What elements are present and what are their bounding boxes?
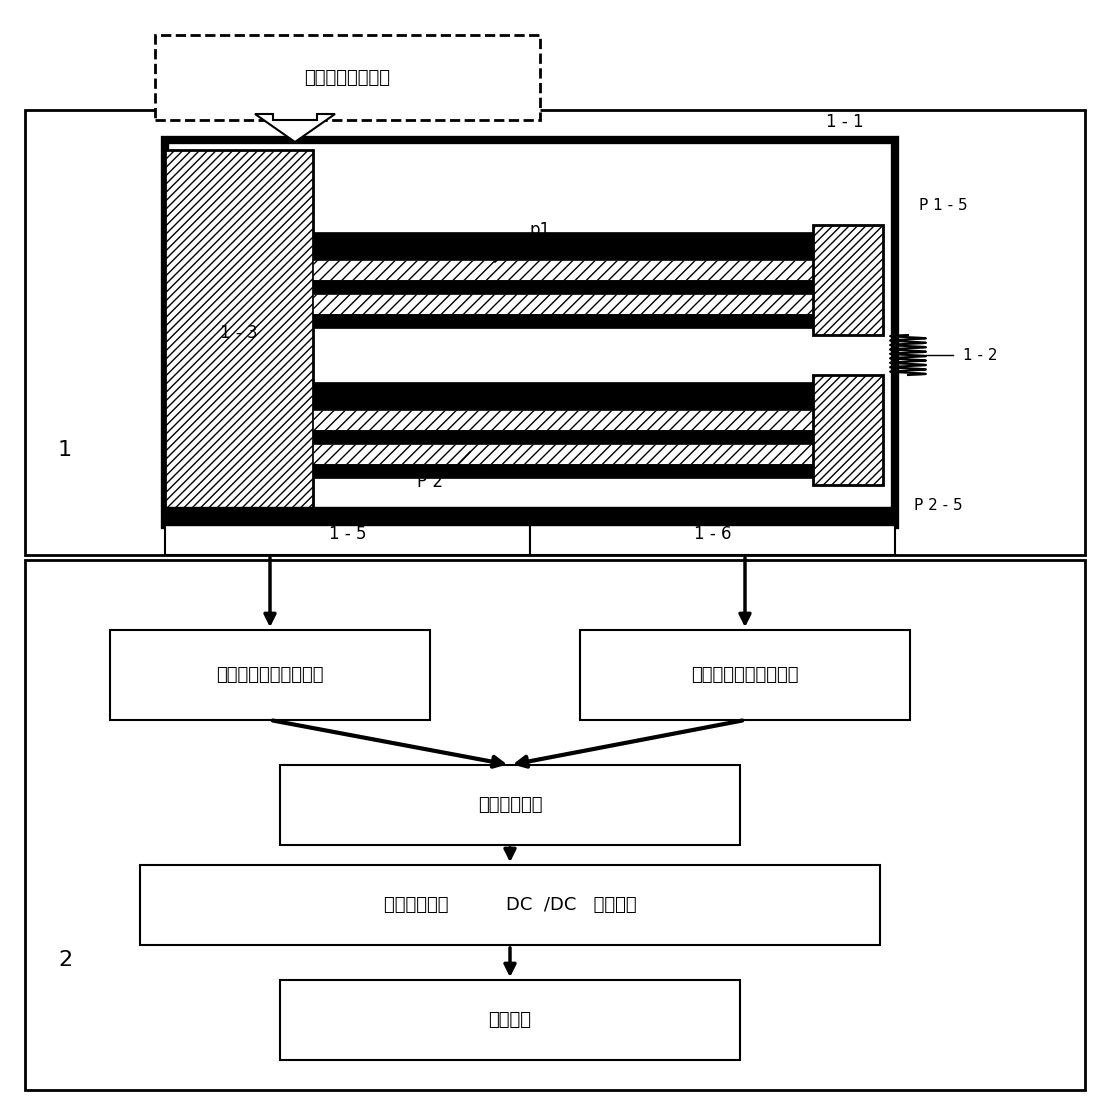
Text: 2: 2 bbox=[58, 950, 72, 970]
Bar bbox=[140, 865, 880, 945]
Text: P 1 - 5: P 1 - 5 bbox=[919, 198, 967, 212]
Bar bbox=[280, 764, 740, 845]
Bar bbox=[110, 630, 430, 720]
Bar bbox=[155, 35, 539, 120]
Text: 1 - 2: 1 - 2 bbox=[963, 348, 998, 363]
Text: 电荷汇集电容: 电荷汇集电容 bbox=[477, 796, 543, 814]
Bar bbox=[165, 507, 895, 525]
Bar bbox=[313, 232, 813, 260]
Bar bbox=[529, 513, 895, 556]
Bar bbox=[26, 560, 1084, 1090]
Text: 外部环境振动激励: 外部环境振动激励 bbox=[304, 68, 391, 87]
Text: P 2: P 2 bbox=[417, 473, 443, 491]
Bar bbox=[313, 382, 813, 410]
Text: 可控电压阈值          DC  /DC   转换模块: 可控电压阈值 DC /DC 转换模块 bbox=[384, 896, 636, 914]
Bar bbox=[313, 280, 813, 294]
Bar bbox=[813, 226, 882, 336]
Text: 1 - 5: 1 - 5 bbox=[329, 525, 366, 543]
Bar bbox=[165, 513, 529, 556]
Bar bbox=[280, 980, 740, 1060]
Bar bbox=[165, 150, 313, 515]
Text: 1 - 1: 1 - 1 bbox=[826, 113, 864, 131]
Bar bbox=[313, 294, 813, 313]
Bar bbox=[313, 260, 813, 280]
Bar bbox=[581, 630, 910, 720]
Bar bbox=[313, 464, 813, 478]
Bar bbox=[313, 410, 813, 430]
Text: 1 - 3: 1 - 3 bbox=[220, 323, 258, 341]
Bar bbox=[813, 375, 882, 485]
Text: 第二同步电荷转移模块: 第二同步电荷转移模块 bbox=[692, 666, 799, 684]
Text: p1: p1 bbox=[529, 221, 551, 239]
Text: 储能器件: 储能器件 bbox=[488, 1011, 532, 1028]
Bar bbox=[313, 430, 813, 444]
Bar bbox=[26, 110, 1084, 556]
Bar bbox=[313, 444, 813, 464]
Text: 1 - 6: 1 - 6 bbox=[694, 525, 731, 543]
Bar bbox=[165, 140, 895, 525]
Polygon shape bbox=[255, 114, 335, 142]
Text: P 2 - 5: P 2 - 5 bbox=[914, 497, 962, 513]
Text: 第一同步电荷转移模块: 第一同步电荷转移模块 bbox=[216, 666, 324, 684]
Bar bbox=[313, 314, 813, 328]
Text: 1: 1 bbox=[58, 440, 72, 460]
